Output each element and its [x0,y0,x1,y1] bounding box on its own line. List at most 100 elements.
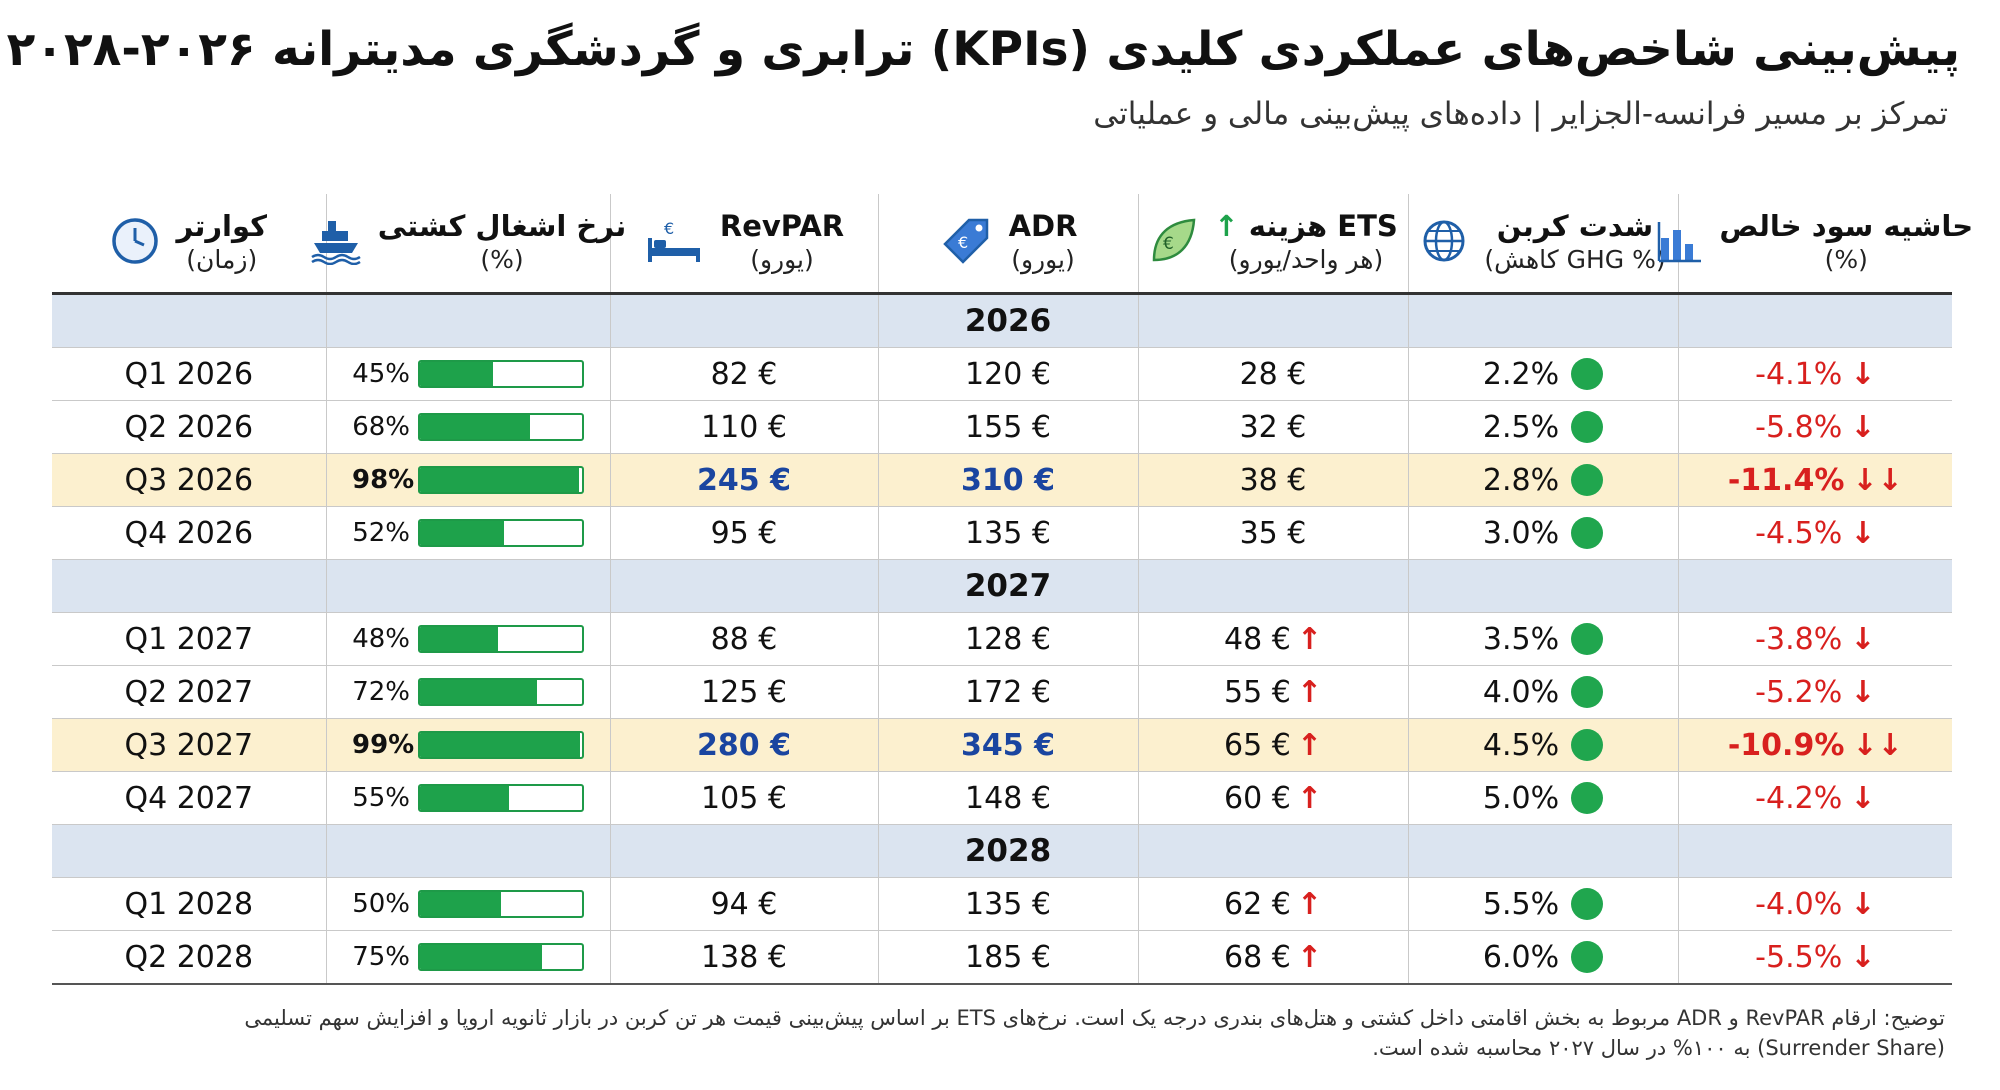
ets-cell: 32 € [1138,400,1409,454]
svg-text:€: € [958,233,968,252]
svg-text:€: € [664,219,674,238]
header-adr-unit: (یورو) [1011,245,1075,274]
green-status-dot-icon [1571,782,1604,814]
carbon-cell: 4.5% [1408,718,1679,772]
occupancy-cell: 52% [326,506,611,560]
occupancy-cell: 50% [326,877,611,931]
year-label: 2028 [878,824,1139,878]
quarter-cell: Q4 2026 [52,506,327,560]
occupancy-bar [418,466,584,494]
header-profit: حاشیه سود خالص (%) [1658,194,1973,295]
carbon-value: 5.5% [1482,886,1560,922]
carbon-value: 2.5% [1482,409,1560,445]
occupancy-percent: 99% [352,730,415,760]
red-up-arrow-icon: ↑ [1296,727,1322,763]
carbon-wrap: 4.5% [1409,728,1678,763]
year-cell [52,293,327,348]
profit-wrap: -5.2% ↓ [1679,675,1953,710]
quarter-cell: Q2 2028 [52,930,327,985]
table-row: Q1 2028 50% 94 €135 €62 € ↑ 5.5% -4.0% ↓ [52,877,1952,931]
profit-value: -4.2% [1755,780,1843,816]
revpar-cell: 245 € [610,453,879,507]
adr-cell: 128 € [878,612,1139,666]
year-label: 2026 [878,293,1139,348]
adr-cell: 155 € [878,400,1139,454]
year-cell [1138,824,1409,878]
header-ets-unit: (هر واحد/یورو) [1228,245,1384,274]
green-up-arrow-icon: ↑ [1214,209,1239,243]
occupancy-percent: 52% [352,518,410,548]
table-header-row: کوارتر (زمان) نرخ اشغال کشتی (%) [52,194,1973,295]
year-cell [1138,559,1409,613]
carbon-cell: 3.5% [1408,612,1679,666]
occupancy-wrap: 75% [327,942,610,972]
ets-value: 68 € [1224,939,1291,975]
red-up-arrow-icon: ↑ [1296,939,1322,975]
year-cell [610,293,879,348]
profit-value: -5.2% [1755,674,1843,710]
revpar-cell: 82 € [610,347,879,401]
occupancy-percent: 72% [352,677,410,707]
revpar-cell: 95 € [610,506,879,560]
revpar-cell: 138 € [610,930,879,985]
adr-cell: 185 € [878,930,1139,985]
carbon-value: 4.0% [1482,674,1560,710]
green-status-dot-icon [1571,729,1604,761]
ets-cell: 55 € ↑ [1138,665,1409,719]
revpar-cell: 125 € [610,665,879,719]
occupancy-wrap: 98% [327,465,610,495]
occupancy-cell: 75% [326,930,611,985]
profit-cell: -4.5% ↓ [1678,506,1952,560]
carbon-cell: 2.2% [1408,347,1679,401]
ets-value: 65 € [1224,727,1291,763]
ets-wrap: 68 € ↑ [1139,940,1408,975]
green-status-dot-icon [1571,411,1604,443]
revpar-cell: 110 € [610,400,879,454]
leaf-euro-icon: € [1148,216,1198,270]
header-occupancy: نرخ اشغال کشتی (%) [311,194,626,295]
clock-icon [110,216,160,270]
year-row: 2027 [52,559,1952,613]
profit-cell: -4.1% ↓ [1678,347,1952,401]
year-cell [1408,824,1679,878]
table-row: Q2 2028 75% 138 €185 €68 € ↑ 6.0% -5.5% ↓ [52,930,1952,985]
header-adr: € ADR (یورو) [878,194,1139,295]
occupancy-bar-fill [420,892,501,916]
red-down-arrow-icon: ↓ [1850,939,1876,975]
page-title: پیش‌بینی شاخص‌های عملکردی کلیدی (KPIs) ت… [6,22,1960,77]
profit-cell: -5.5% ↓ [1678,930,1952,985]
occupancy-cell: 68% [326,400,611,454]
quarter-cell: Q1 2026 [52,347,327,401]
red-down-arrow-icon: ↓ [1850,621,1876,657]
occupancy-bar [418,784,584,812]
header-quarter-name: کوارتر [176,209,268,243]
carbon-value: 2.8% [1482,462,1560,498]
carbon-value: 4.5% [1482,727,1560,763]
occupancy-bar-fill [420,733,581,757]
ets-cell: 60 € ↑ [1138,771,1409,825]
carbon-cell: 2.5% [1408,400,1679,454]
header-ets: € ↑ هزینه ETS (هر واحد/یورو) [1138,194,1409,295]
year-cell [1678,293,1952,348]
profit-value: -4.0% [1755,886,1843,922]
green-status-dot-icon [1571,623,1604,655]
adr-cell: 345 € [878,718,1139,772]
profit-cell: -11.4% ↓↓ [1678,453,1952,507]
profit-value: -4.5% [1755,515,1843,551]
ets-wrap: 28 € [1139,357,1408,392]
ets-wrap: 32 € [1139,410,1408,445]
occupancy-wrap: 68% [327,412,610,442]
carbon-cell: 3.0% [1408,506,1679,560]
year-cell [1408,293,1679,348]
header-carbon-name: شدت کربن [1496,209,1654,243]
green-status-dot-icon [1571,358,1604,390]
quarter-cell: Q2 2026 [52,400,327,454]
price-tag-icon: € [939,214,993,272]
occupancy-bar [418,360,584,388]
profit-cell: -10.9% ↓↓ [1678,718,1952,772]
carbon-cell: 5.0% [1408,771,1679,825]
occupancy-percent: 48% [352,624,410,654]
profit-cell: -3.8% ↓ [1678,612,1952,666]
header-quarter: کوارتر (زمان) [52,194,327,295]
occupancy-wrap: 55% [327,783,610,813]
